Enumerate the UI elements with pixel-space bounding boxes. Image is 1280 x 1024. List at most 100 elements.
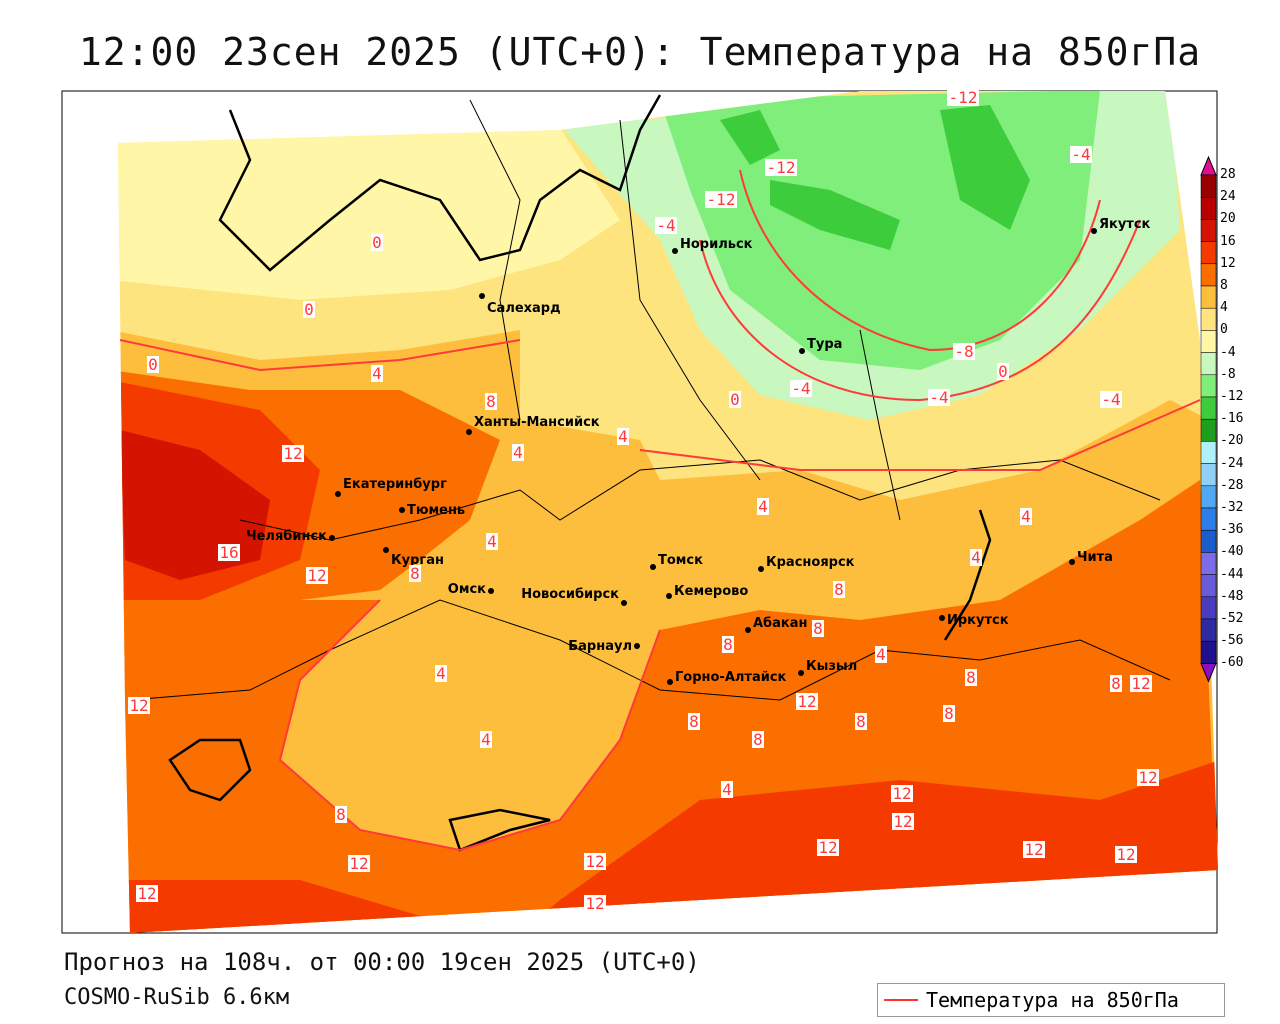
city-label: Кемерово [674, 584, 748, 599]
contour-label: 8 [965, 668, 977, 687]
colorbar-tick-label: 0 [1220, 322, 1228, 338]
legend-label: Температура на 850гПа [926, 988, 1179, 1012]
city-dot [621, 600, 627, 606]
svg-text:12: 12 [818, 838, 837, 857]
colorbar-swatch [1200, 507, 1217, 531]
colorbar-tick-label: -44 [1220, 566, 1244, 582]
svg-text:12: 12 [1116, 845, 1135, 864]
contour-label: 12 [891, 784, 913, 803]
city-label: Иркутск [947, 613, 1009, 628]
city-label: Курган [391, 553, 444, 568]
colorbar-tick-label: -52 [1220, 611, 1244, 626]
svg-text:12: 12 [893, 812, 912, 831]
contour-label: 12 [796, 692, 818, 711]
city-label: Челябинск [246, 529, 327, 544]
colorbar-swatch [1200, 418, 1217, 442]
colorbar-tick-label: 4 [1220, 300, 1228, 316]
contour-label: 12 [817, 838, 839, 857]
colorbar-tick-label: -28 [1220, 477, 1244, 493]
colorbar-tick-label: -60 [1220, 655, 1244, 671]
svg-text:4: 4 [436, 664, 446, 683]
svg-text:0: 0 [372, 233, 382, 252]
contour-label: 12 [584, 894, 606, 913]
contour-label: -4 [1070, 145, 1092, 164]
contour-label: 12 [1115, 845, 1137, 864]
svg-text:4: 4 [513, 443, 523, 462]
city-label: Абакан [753, 616, 808, 631]
colorbar-tick-label: 12 [1220, 255, 1236, 271]
contour-label: 12 [1137, 768, 1159, 787]
svg-text:0: 0 [730, 390, 740, 409]
colorbar-swatch [1200, 219, 1217, 242]
contour-label: 0 [303, 300, 315, 319]
svg-text:-4: -4 [656, 216, 675, 235]
svg-text:12: 12 [585, 894, 604, 913]
contour-label: 4 [512, 443, 524, 462]
svg-text:8: 8 [486, 392, 496, 411]
svg-text:4: 4 [487, 532, 497, 551]
svg-text:12: 12 [797, 692, 816, 711]
svg-text:-8: -8 [954, 342, 973, 361]
city-dot [799, 348, 805, 354]
city-dot [479, 293, 485, 299]
contour-label: 4 [1020, 507, 1032, 526]
colorbar-swatch [1200, 174, 1217, 198]
contour-label: 4 [435, 664, 447, 683]
contour-label: 4 [721, 780, 733, 799]
contour-label: -12 [765, 158, 797, 177]
colorbar-tick-label: -8 [1220, 366, 1236, 382]
svg-text:-4: -4 [791, 379, 810, 398]
svg-text:12: 12 [1131, 674, 1150, 693]
contour-label: 8 [1110, 674, 1122, 693]
city-dot [383, 547, 389, 553]
city-dot [466, 429, 472, 435]
colorbar-tick-label: 20 [1220, 211, 1236, 227]
contour-label: 0 [371, 233, 383, 252]
map-title: 12:00 23сен 2025 (UTC+0): Температура на… [78, 30, 1202, 74]
city-dot [1069, 559, 1075, 565]
colorbar-tick-label: 16 [1220, 233, 1236, 249]
svg-text:4: 4 [971, 548, 981, 567]
city-label: Якутск [1099, 217, 1151, 232]
svg-text:4: 4 [1021, 507, 1031, 526]
svg-text:8: 8 [689, 712, 699, 731]
colorbar-swatch [1200, 441, 1217, 464]
contour-label: 12 [892, 812, 914, 831]
city-label: Екатеринбург [343, 477, 447, 492]
colorbar-swatch [1200, 463, 1217, 487]
forecast-info: Прогноз на 108ч. от 00:00 19сен 2025 (UT… [64, 948, 700, 976]
svg-text:12: 12 [1138, 768, 1157, 787]
city-dot [798, 670, 804, 676]
svg-text:4: 4 [618, 427, 628, 446]
contour-label: 4 [875, 645, 887, 664]
svg-text:-4: -4 [929, 388, 948, 407]
colorbar-tick-label: -12 [1220, 389, 1244, 404]
colorbar-swatch [1200, 640, 1217, 664]
city-dot [745, 627, 751, 633]
svg-text:12: 12 [892, 784, 911, 803]
contour-label: 4 [970, 548, 982, 567]
svg-text:8: 8 [753, 730, 763, 749]
svg-text:12: 12 [585, 852, 604, 871]
contour-label: -12 [705, 190, 737, 209]
contour-label: 8 [688, 712, 700, 731]
colorbar-tick-label: 8 [1220, 278, 1228, 293]
city-label: Норильск [680, 237, 753, 252]
temperature-field [118, 91, 1218, 933]
svg-text:12: 12 [349, 854, 368, 873]
svg-text:8: 8 [813, 619, 823, 638]
colorbar-swatch [1200, 241, 1217, 265]
city-label: Тюмень [407, 503, 465, 518]
svg-text:-12: -12 [707, 190, 736, 209]
svg-text:8: 8 [723, 635, 733, 654]
svg-text:12: 12 [129, 696, 148, 715]
svg-text:4: 4 [372, 364, 382, 383]
contour-label: 12 [584, 852, 606, 871]
svg-text:8: 8 [336, 805, 346, 824]
isotherms [119, 169, 1201, 852]
contour-label: -4 [790, 379, 812, 398]
contour-label: 12 [1023, 840, 1045, 859]
colorbar-swatch [1200, 529, 1217, 553]
colorbar-tick-label: -4 [1220, 344, 1236, 360]
colorbar-bottom-arrow [1200, 662, 1217, 683]
